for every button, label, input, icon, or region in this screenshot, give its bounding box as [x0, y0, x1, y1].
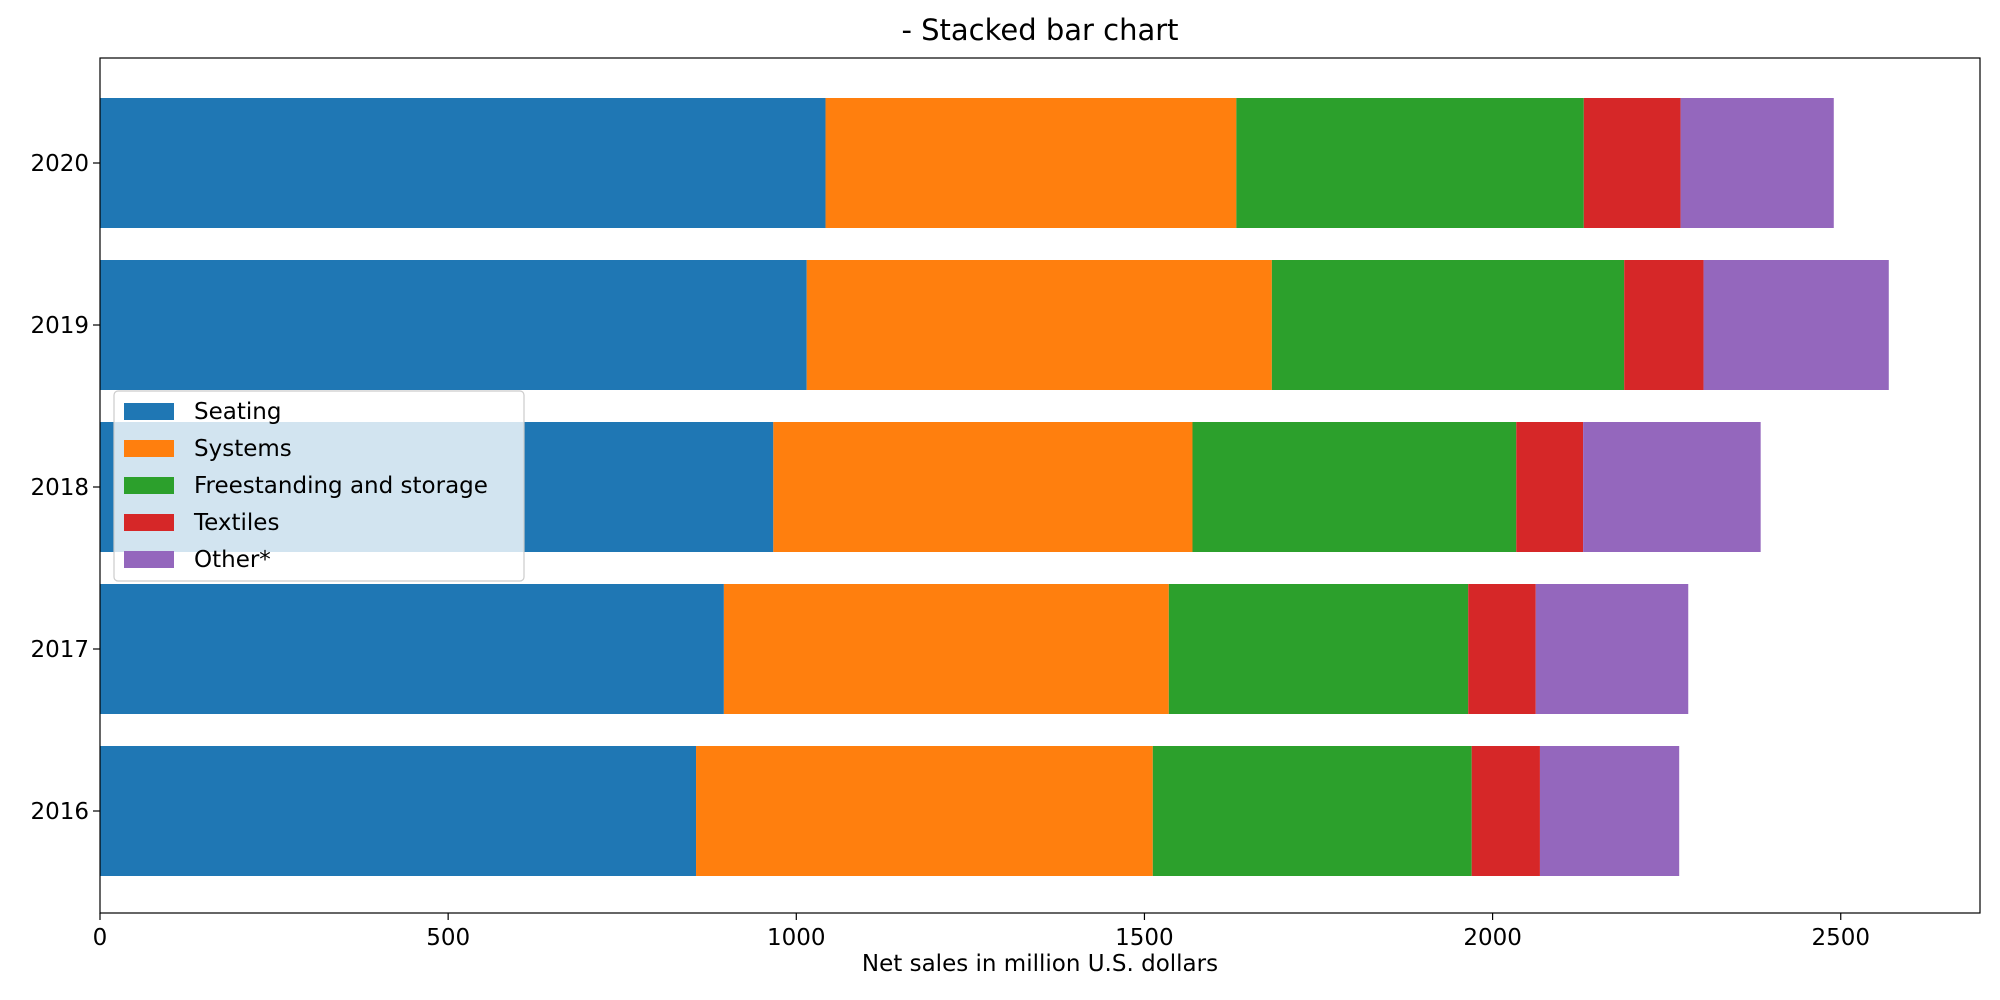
bar-2016-systems [696, 746, 1153, 876]
y-axis: 2016 2017 2018 2019 2020 [30, 151, 100, 825]
bar-2017-other [1535, 584, 1689, 714]
bar-2017-textiles [1468, 584, 1536, 714]
bar-2017-seating [100, 584, 724, 714]
x-tick-label: 2000 [1463, 925, 1522, 951]
x-tick-label: 0 [93, 925, 108, 951]
bar-2019-other [1703, 260, 1889, 390]
bar-2019-seating [100, 260, 807, 390]
legend-swatch [124, 403, 174, 420]
bar-2020-freestanding-and-storage [1236, 98, 1584, 228]
x-tick-label: 500 [426, 925, 470, 951]
bar-2020-other [1680, 98, 1834, 228]
bars-layer [100, 98, 1889, 876]
x-tick-label: 1500 [1115, 925, 1174, 951]
legend-swatch [124, 551, 174, 568]
x-tick-label: 1000 [767, 925, 826, 951]
legend-label: Seating [194, 399, 281, 425]
legend-label: Freestanding and storage [194, 473, 488, 499]
legend-swatch [124, 514, 174, 531]
x-axis: 0 500 1000 1500 2000 2500 [93, 913, 1870, 951]
legend-label: Other* [194, 547, 271, 573]
legend-swatch [124, 440, 174, 457]
bar-2019-freestanding-and-storage [1271, 260, 1625, 390]
bar-2020-seating [100, 98, 826, 228]
legend-item: Freestanding and storage [124, 473, 488, 499]
bar-2018-textiles [1516, 422, 1584, 552]
x-axis-label: Net sales in million U.S. dollars [862, 951, 1218, 977]
bar-2020-textiles [1583, 98, 1681, 228]
bar-2016-freestanding-and-storage [1152, 746, 1472, 876]
legend-box [113, 390, 525, 582]
legend-item: Textiles [124, 510, 279, 536]
bar-2018-systems [773, 422, 1193, 552]
bar-2019-textiles [1624, 260, 1704, 390]
y-tick-label: 2018 [30, 475, 89, 501]
y-tick-label: 2017 [30, 637, 89, 663]
bar-2018-freestanding-and-storage [1192, 422, 1517, 552]
legend-label: Systems [194, 436, 292, 462]
y-tick-label: 2020 [30, 151, 89, 177]
legend: Seating Systems Freestanding and storage Te… [113, 390, 525, 582]
y-tick-label: 2019 [30, 313, 89, 339]
legend-item: Systems [124, 436, 292, 462]
bar-2016-seating [100, 746, 697, 876]
chart-title: - Stacked bar chart [901, 13, 1178, 47]
legend-swatch [124, 477, 174, 494]
plot-frame [99, 57, 1981, 914]
legend-item: Seating [124, 399, 281, 425]
legend-label: Textiles [193, 510, 279, 536]
bar-2016-textiles [1471, 746, 1540, 876]
legend-item: Other* [124, 547, 271, 573]
bar-2017-systems [723, 584, 1169, 714]
bar-2019-systems [806, 260, 1272, 390]
y-tick-label: 2016 [30, 799, 89, 825]
bar-2017-freestanding-and-storage [1168, 584, 1469, 714]
bar-2016-other [1539, 746, 1680, 876]
bar-2020-systems [825, 98, 1237, 228]
x-tick-label: 2500 [1811, 925, 1870, 951]
bar-2018-other [1583, 422, 1761, 552]
